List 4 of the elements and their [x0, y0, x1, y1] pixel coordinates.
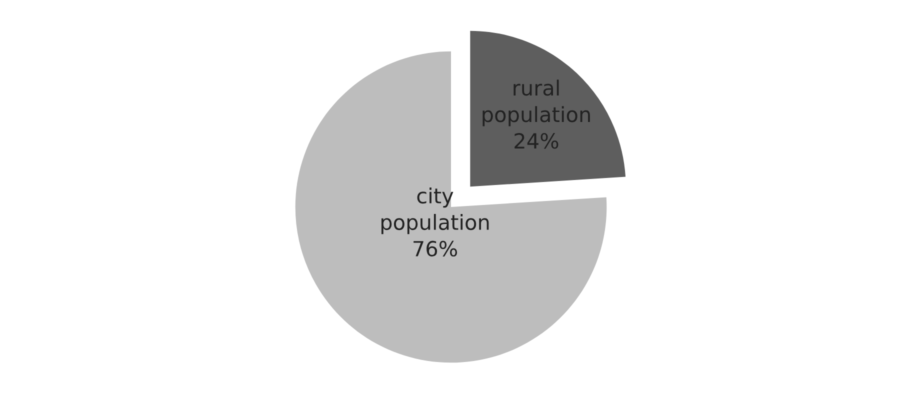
- slice-label: rural population: [482, 80, 590, 126]
- data-label: 24%: [514, 133, 558, 149]
- slice-label: city population: [381, 187, 489, 234]
- data-label: 76%: [414, 240, 458, 257]
